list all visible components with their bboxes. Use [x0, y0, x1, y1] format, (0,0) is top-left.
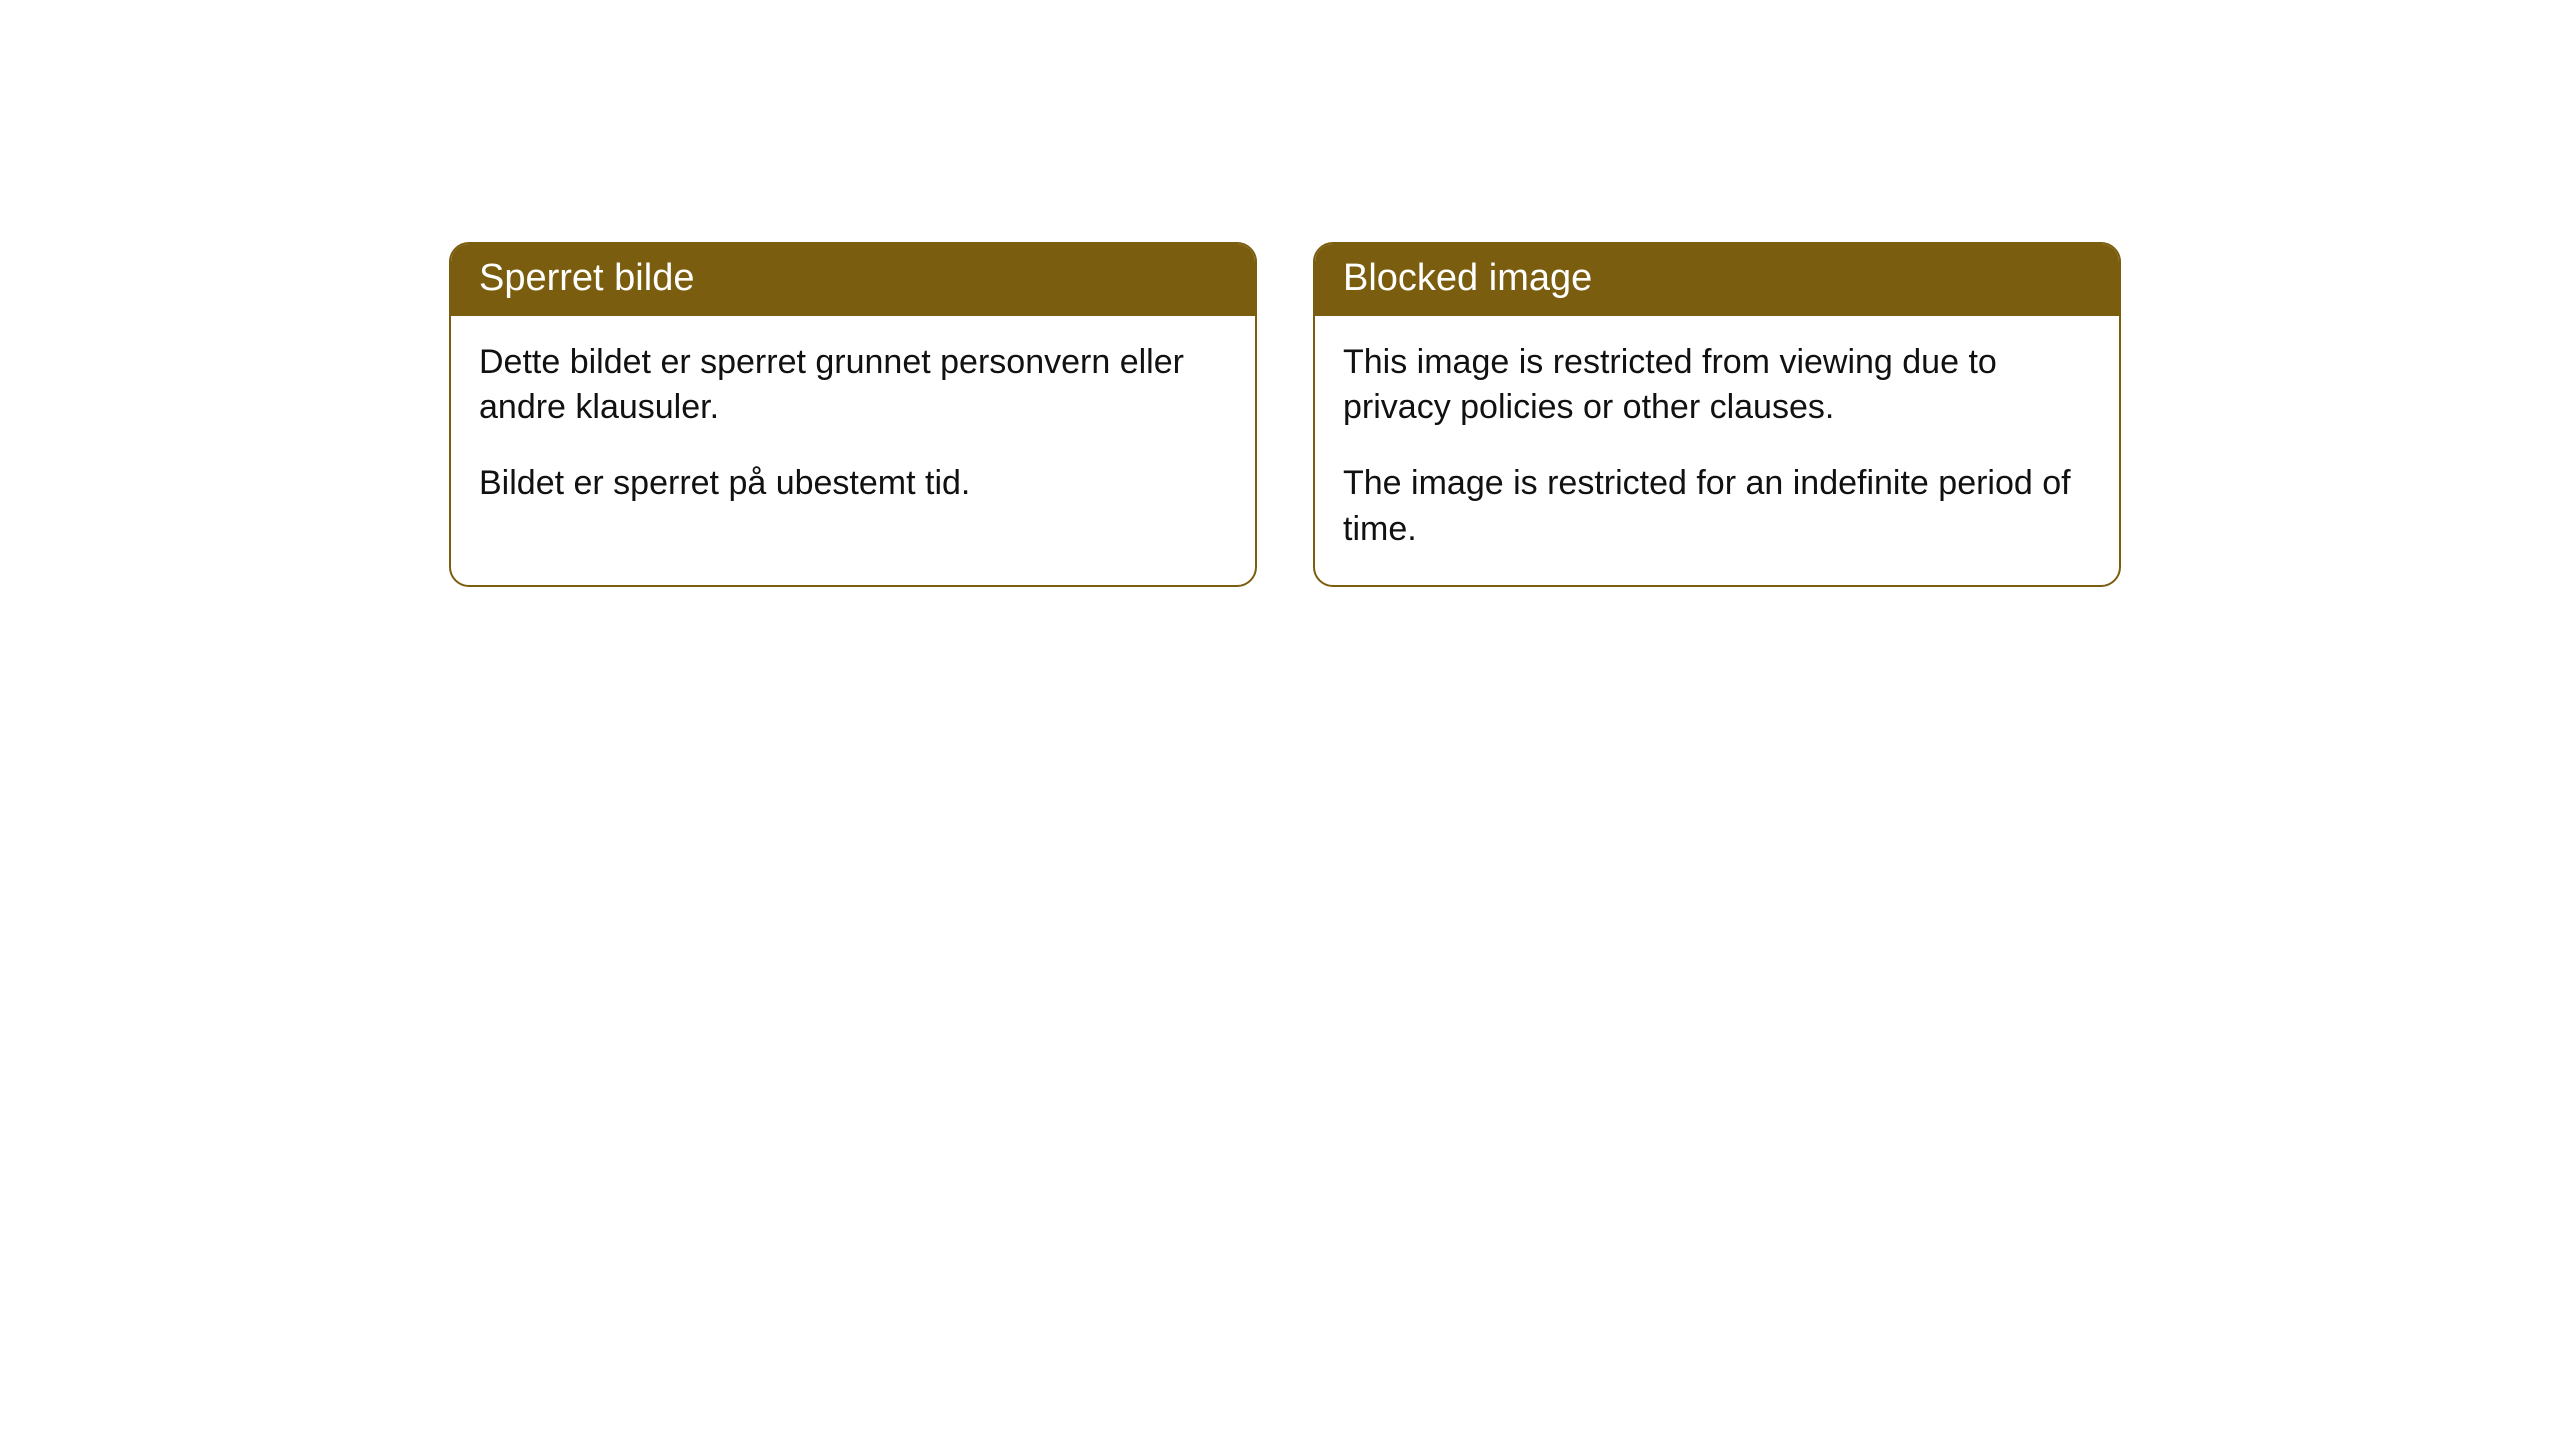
card-para1-no: Dette bildet er sperret grunnet personve…	[479, 340, 1227, 432]
card-para2-no: Bildet er sperret på ubestemt tid.	[479, 461, 1227, 507]
card-title-no: Sperret bilde	[479, 257, 694, 299]
card-header-no: Sperret bilde	[451, 244, 1255, 316]
blocked-image-card-en: Blocked image This image is restricted f…	[1313, 242, 2121, 587]
card-header-en: Blocked image	[1315, 244, 2119, 316]
card-body-no: Dette bildet er sperret grunnet personve…	[451, 316, 1255, 540]
card-para1-en: This image is restricted from viewing du…	[1343, 340, 2091, 432]
card-body-en: This image is restricted from viewing du…	[1315, 316, 2119, 586]
card-para2-en: The image is restricted for an indefinit…	[1343, 461, 2091, 553]
blocked-image-card-no: Sperret bilde Dette bildet er sperret gr…	[449, 242, 1257, 587]
notice-cards-container: Sperret bilde Dette bildet er sperret gr…	[449, 242, 2121, 587]
card-title-en: Blocked image	[1343, 257, 1592, 299]
